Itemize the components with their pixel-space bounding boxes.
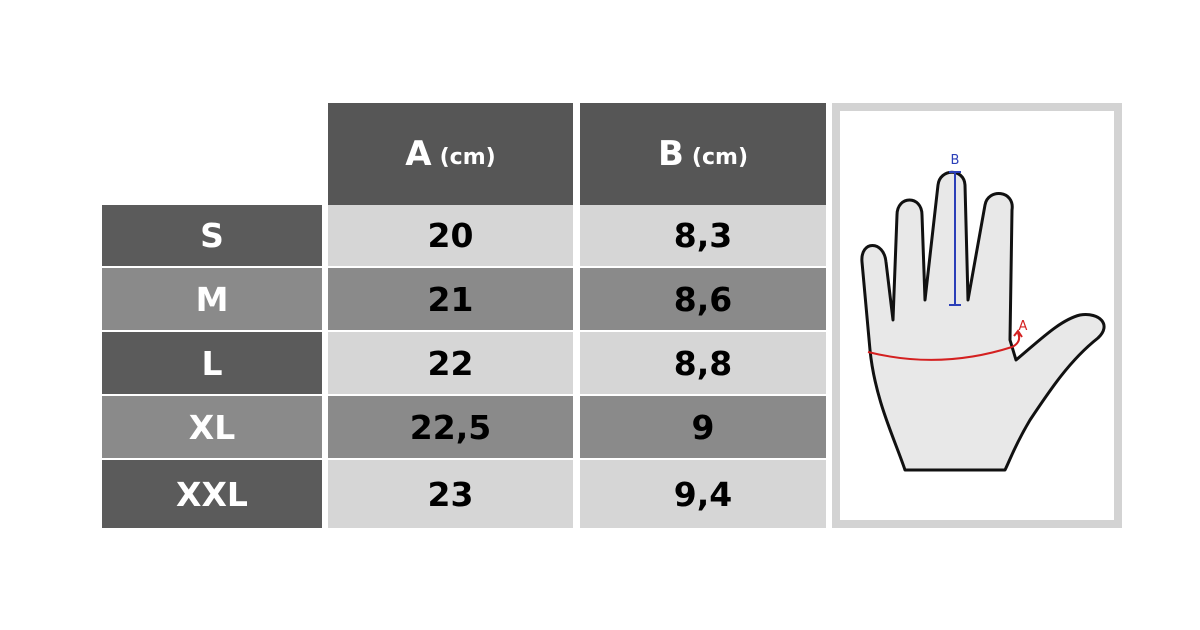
header-cell: A (cm) bbox=[328, 103, 573, 205]
value-text: 21 bbox=[427, 279, 474, 319]
header-unit: (cm) bbox=[439, 144, 496, 170]
measure-a bbox=[867, 346, 1013, 361]
measure-a-arrow bbox=[1011, 329, 1023, 348]
value-cell: 23 bbox=[328, 460, 573, 528]
value-cell: 22,5 bbox=[328, 396, 573, 458]
value-text: 9 bbox=[691, 407, 715, 447]
header-cell: B (cm) bbox=[580, 103, 826, 205]
hand-outline bbox=[860, 170, 1106, 472]
size-cell: L bbox=[102, 332, 322, 394]
size-label: L bbox=[201, 343, 223, 383]
value-text: 23 bbox=[427, 474, 474, 514]
value-cell: 8,6 bbox=[580, 268, 826, 330]
size-cell: XXL bbox=[102, 460, 322, 528]
value-cell: 20 bbox=[328, 205, 573, 266]
value-cell: 8,3 bbox=[580, 205, 826, 266]
value-cell: 9 bbox=[580, 396, 826, 458]
header-label: A bbox=[405, 134, 432, 174]
label-b: B bbox=[951, 153, 960, 168]
value-cell: 9,4 bbox=[580, 460, 826, 528]
label-a: A bbox=[1019, 319, 1028, 334]
value-cell: 22 bbox=[328, 332, 573, 394]
size-label: XXL bbox=[176, 474, 248, 514]
value-text: 8,6 bbox=[673, 279, 733, 319]
header-label: B bbox=[658, 134, 684, 174]
value-cell: 8,8 bbox=[580, 332, 826, 394]
hand-diagram: B A bbox=[860, 153, 1106, 472]
header-unit: (cm) bbox=[691, 144, 748, 170]
value-text: 20 bbox=[427, 216, 474, 255]
size-label: S bbox=[200, 216, 224, 255]
value-text: 8,3 bbox=[673, 216, 733, 255]
value-cell: 21 bbox=[328, 268, 573, 330]
size-cell: XL bbox=[102, 396, 322, 458]
size-label: M bbox=[195, 279, 229, 319]
size-cell: M bbox=[102, 268, 322, 330]
value-text: 22,5 bbox=[409, 407, 492, 447]
size-cell: S bbox=[102, 205, 322, 266]
value-text: 22 bbox=[427, 343, 474, 383]
size-label: XL bbox=[188, 407, 236, 447]
value-text: 9,4 bbox=[673, 474, 733, 514]
value-text: 8,8 bbox=[673, 343, 733, 383]
